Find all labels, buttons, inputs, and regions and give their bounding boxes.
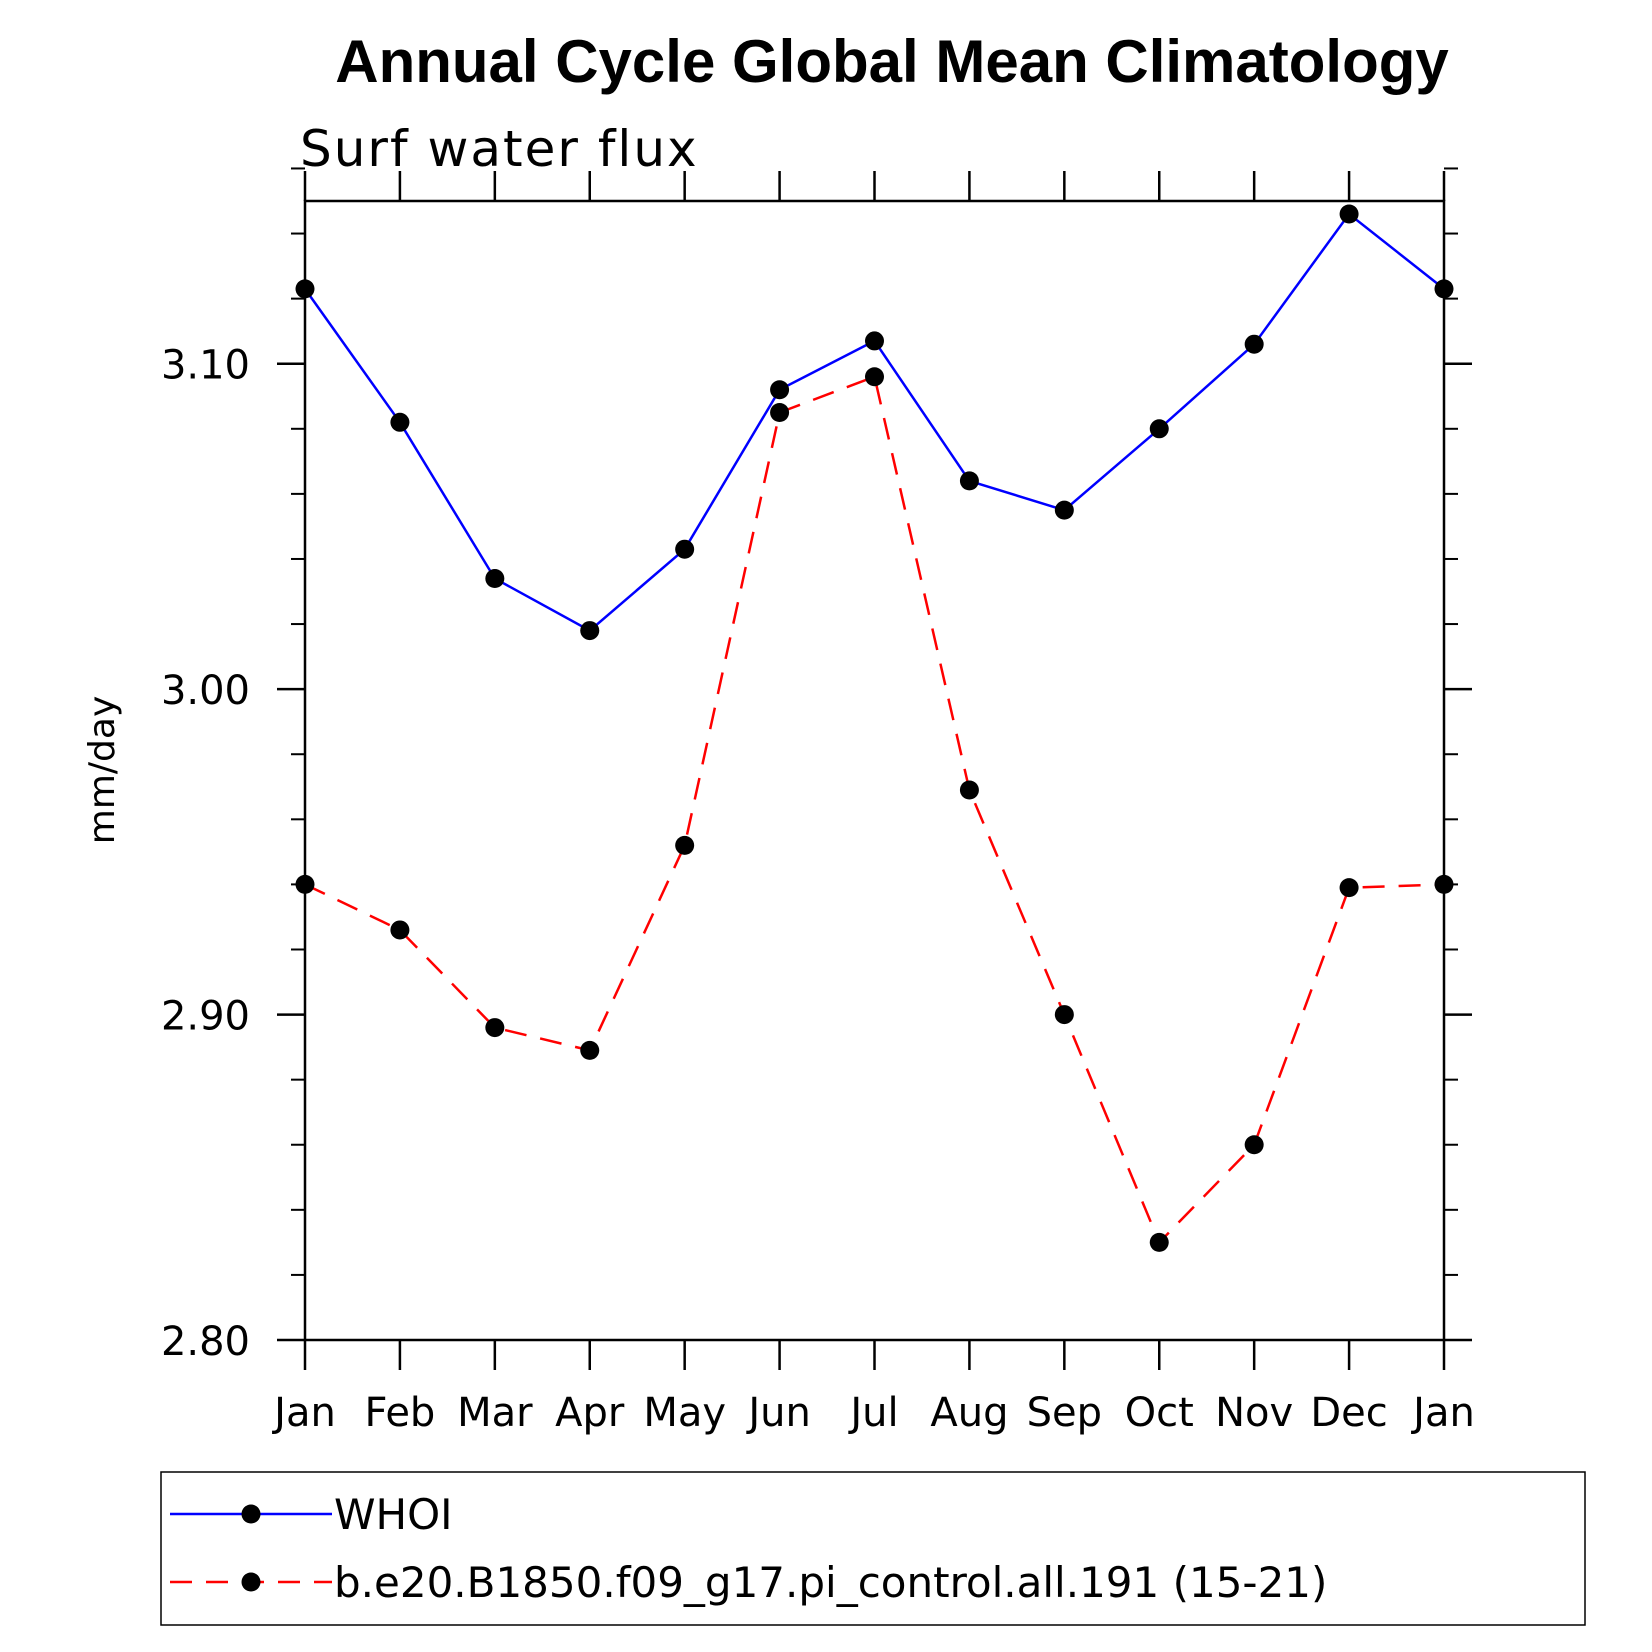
data-point xyxy=(390,920,410,940)
data-point xyxy=(959,471,979,491)
x-tick-label: Feb xyxy=(365,1390,436,1436)
legend-label-1: b.e20.B1850.f09_g17.pi_control.all.191 (… xyxy=(334,1558,1327,1607)
data-point xyxy=(485,568,505,588)
y-tick-label: 3.00 xyxy=(161,668,250,714)
data-point xyxy=(580,1040,600,1060)
x-tick-label: Jan xyxy=(1410,1390,1475,1436)
data-point xyxy=(1434,874,1454,894)
x-tick-label: Jun xyxy=(745,1390,811,1436)
data-point xyxy=(1244,1135,1264,1155)
x-tick-label: Jan xyxy=(271,1390,336,1436)
legend: WHOI b.e20.B1850.f09_g17.pi_control.all.1… xyxy=(160,1471,1586,1626)
data-point xyxy=(1054,1005,1074,1025)
data-point xyxy=(675,539,695,559)
data-point xyxy=(1339,204,1359,224)
series-line-0 xyxy=(303,212,1445,633)
x-tick-label: May xyxy=(643,1390,726,1436)
x-tick-label: Mar xyxy=(457,1390,533,1436)
chart-title: Annual Cycle Global Mean Climatology xyxy=(335,28,1449,95)
data-point xyxy=(1339,878,1359,898)
data-point xyxy=(580,621,600,641)
data-point xyxy=(1149,1232,1169,1252)
y-tick-label: 2.80 xyxy=(161,1319,250,1365)
data-point xyxy=(1244,334,1264,354)
data-point xyxy=(295,874,315,894)
data-point xyxy=(959,780,979,800)
chart-subtitle: Surf water flux xyxy=(300,120,699,178)
legend-label-0: WHOI xyxy=(334,1490,453,1539)
data-point xyxy=(1434,279,1454,299)
y-tick-label: 2.90 xyxy=(161,994,250,1040)
data-point xyxy=(485,1018,505,1038)
data-point xyxy=(770,380,790,400)
data-point xyxy=(865,331,884,351)
x-tick-label: Oct xyxy=(1125,1390,1194,1436)
y-axis-label: mm/day xyxy=(82,696,123,844)
series-line-1 xyxy=(304,375,1445,1245)
series-layer xyxy=(295,204,1454,1252)
data-point xyxy=(675,835,695,855)
data-point xyxy=(770,403,790,423)
data-point xyxy=(1149,419,1169,439)
data-point xyxy=(1054,500,1074,520)
data-point xyxy=(295,279,315,299)
legend-marker-1 xyxy=(241,1572,261,1592)
x-tick-label: Apr xyxy=(555,1390,625,1436)
data-point xyxy=(390,412,410,432)
legend-box xyxy=(160,1471,1586,1626)
axes: Jan Feb Mar Apr May Jun Jul Aug Sep Oct Nov Dec Jan 2… xyxy=(161,167,1475,1436)
x-tick-label: Jul xyxy=(847,1390,898,1436)
legend-marker-0 xyxy=(241,1504,261,1524)
x-tick-label: Dec xyxy=(1310,1390,1387,1436)
x-tick-label: Nov xyxy=(1215,1390,1293,1436)
x-tick-label: Sep xyxy=(1027,1390,1102,1436)
data-point xyxy=(865,367,884,387)
y-tick-label: 3.10 xyxy=(161,343,250,389)
x-tick-label: Aug xyxy=(930,1390,1008,1436)
